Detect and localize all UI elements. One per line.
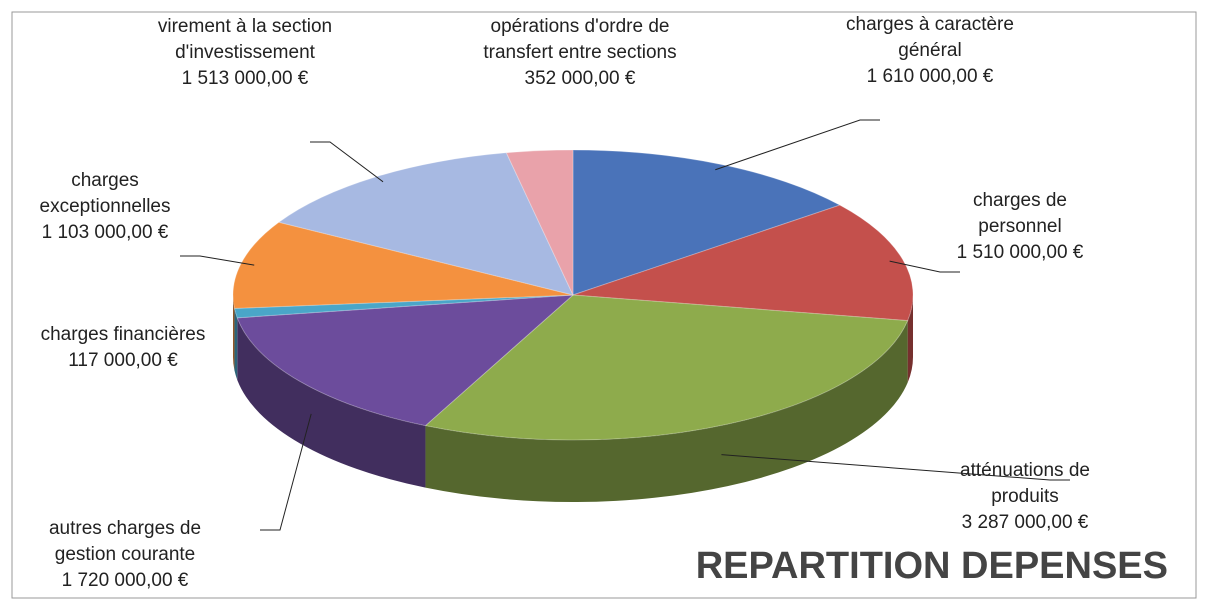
pie-slice [505, 149, 574, 296]
category-name: charges à caractère général [846, 14, 1014, 61]
category-name: opérations d'ordre de transfert entre se… [483, 16, 677, 63]
leader-line [310, 141, 384, 183]
slice-side [425, 320, 908, 502]
pie-slice [232, 221, 574, 309]
value-label: 1 513 000,00 € [181, 68, 309, 89]
pie-slice [572, 204, 914, 322]
pie-slice [236, 294, 575, 427]
data-label: atténuations de produits 3 287 000,00 € [935, 458, 1115, 536]
leaders [180, 119, 1070, 531]
chart-title: REPARTITION DEPENSES [695, 545, 1168, 587]
sides [233, 295, 913, 502]
category-name: charges exceptionnelles [39, 170, 171, 217]
data-label: virement à la section d'investissement 1 … [150, 14, 340, 92]
pie-slice [233, 294, 574, 319]
value-label: 1 103 000,00 € [41, 222, 169, 243]
value-label: 352 000,00 € [524, 68, 636, 89]
leader-line [889, 260, 960, 273]
category-name: charges financières [40, 324, 206, 345]
slice-side [234, 308, 238, 380]
data-label: charges de personnel 1 510 000,00 € [935, 188, 1105, 266]
tops [232, 149, 914, 441]
slice-side [233, 295, 235, 371]
value-label: 1 720 000,00 € [61, 570, 189, 591]
pie-slice [572, 149, 842, 296]
pie-slice [277, 152, 574, 296]
value-label: 3 287 000,00 € [961, 512, 1089, 533]
value-label: 1 510 000,00 € [956, 242, 1084, 263]
leader-line [721, 454, 1070, 481]
pie-slice [424, 294, 909, 441]
category-name: virement à la section d'investissement [157, 16, 333, 63]
category-name: autres charges de gestion courante [48, 518, 202, 565]
category-name: charges de personnel [972, 190, 1067, 237]
chart-border [11, 11, 1197, 599]
data-label: opérations d'ordre de transfert entre se… [480, 14, 680, 92]
leader-line [260, 413, 312, 531]
data-label: charges exceptionnelles 1 103 000,00 € [10, 168, 200, 246]
leader-line [715, 119, 880, 171]
value-label: 117 000,00 € [68, 350, 178, 371]
value-label: 1 610 000,00 € [866, 66, 994, 87]
category-name: atténuations de produits [960, 460, 1090, 507]
data-label: charges à caractère général 1 610 000,00 … [830, 12, 1030, 90]
slice-side [907, 295, 913, 383]
slice-side [237, 317, 426, 488]
leader-line [180, 255, 255, 266]
data-label: autres charges de gestion courante 1 720 … [20, 516, 230, 594]
data-label: charges financières 117 000,00 € [8, 322, 238, 374]
